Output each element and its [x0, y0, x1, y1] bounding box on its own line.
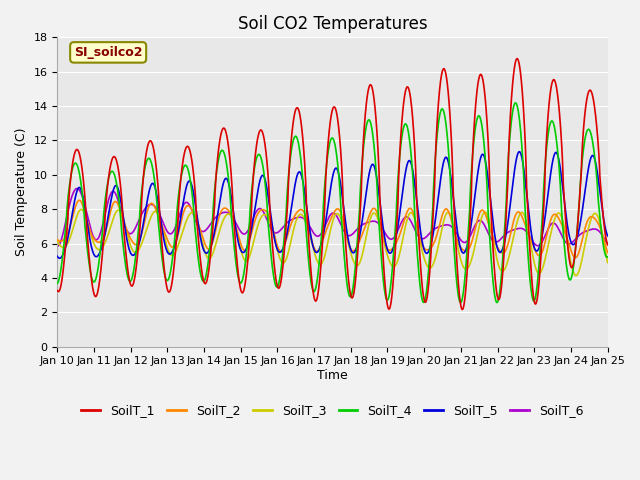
Y-axis label: Soil Temperature (C): Soil Temperature (C)	[15, 128, 28, 256]
Title: Soil CO2 Temperatures: Soil CO2 Temperatures	[237, 15, 428, 33]
X-axis label: Time: Time	[317, 369, 348, 382]
Legend: SoilT_1, SoilT_2, SoilT_3, SoilT_4, SoilT_5, SoilT_6: SoilT_1, SoilT_2, SoilT_3, SoilT_4, Soil…	[76, 399, 589, 422]
Text: SI_soilco2: SI_soilco2	[74, 46, 143, 59]
